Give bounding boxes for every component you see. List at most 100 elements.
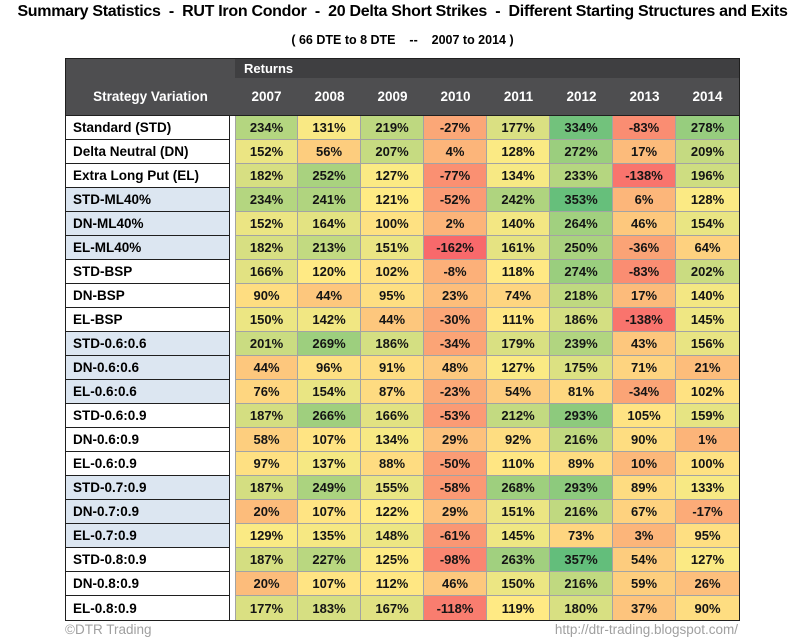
value-cell: 20% xyxy=(235,500,298,524)
value-cell: 293% xyxy=(550,404,613,428)
value-cell: 64% xyxy=(676,236,739,260)
value-cell: 145% xyxy=(676,308,739,332)
value-cell: -34% xyxy=(424,332,487,356)
value-cell: 266% xyxy=(298,404,361,428)
value-cell: 88% xyxy=(361,452,424,476)
value-cell: 177% xyxy=(487,116,550,140)
value-cell: 102% xyxy=(676,380,739,404)
value-cell: 107% xyxy=(298,428,361,452)
value-cell: 187% xyxy=(235,548,298,572)
column-gap xyxy=(230,572,235,596)
value-cell: 100% xyxy=(361,212,424,236)
value-cell: 110% xyxy=(487,452,550,476)
strategy-label: DN-0.7:0.9 xyxy=(66,500,230,524)
value-cell: 90% xyxy=(676,596,739,620)
year-header-2007: 2007 xyxy=(235,78,298,116)
value-cell: 37% xyxy=(613,596,676,620)
value-cell: 46% xyxy=(424,572,487,596)
strategy-label: STD-BSP xyxy=(66,260,230,284)
column-gap xyxy=(230,116,235,140)
value-cell: 29% xyxy=(424,428,487,452)
value-cell: 164% xyxy=(298,212,361,236)
value-cell: -138% xyxy=(613,164,676,188)
value-cell: 91% xyxy=(361,356,424,380)
value-cell: 23% xyxy=(424,284,487,308)
value-cell: 166% xyxy=(361,404,424,428)
value-cell: 263% xyxy=(487,548,550,572)
value-cell: 134% xyxy=(487,164,550,188)
strategy-variation-header: Strategy Variation xyxy=(66,78,235,116)
value-cell: 233% xyxy=(550,164,613,188)
value-cell: 167% xyxy=(361,596,424,620)
value-cell: 135% xyxy=(298,524,361,548)
value-cell: 239% xyxy=(550,332,613,356)
value-cell: -27% xyxy=(424,116,487,140)
value-cell: 44% xyxy=(235,356,298,380)
value-cell: 219% xyxy=(361,116,424,140)
value-cell: 127% xyxy=(487,356,550,380)
value-cell: 234% xyxy=(235,116,298,140)
strategy-label: EL-0.7:0.9 xyxy=(66,524,230,548)
value-cell: 74% xyxy=(487,284,550,308)
value-cell: 10% xyxy=(613,452,676,476)
value-cell: 142% xyxy=(298,308,361,332)
value-cell: 216% xyxy=(550,428,613,452)
column-gap xyxy=(230,212,235,236)
strategy-label: DN-0.6:0.9 xyxy=(66,428,230,452)
value-cell: -77% xyxy=(424,164,487,188)
value-cell: 182% xyxy=(235,236,298,260)
value-cell: 20% xyxy=(235,572,298,596)
value-cell: 249% xyxy=(298,476,361,500)
year-header-2009: 2009 xyxy=(361,78,424,116)
strategy-label: DN-ML40% xyxy=(66,212,230,236)
value-cell: 250% xyxy=(550,236,613,260)
value-cell: 26% xyxy=(676,572,739,596)
value-cell: 134% xyxy=(361,428,424,452)
value-cell: 177% xyxy=(235,596,298,620)
value-cell: 6% xyxy=(613,188,676,212)
value-cell: 56% xyxy=(298,140,361,164)
value-cell: 107% xyxy=(298,572,361,596)
value-cell: 111% xyxy=(487,308,550,332)
value-cell: 151% xyxy=(361,236,424,260)
value-cell: 148% xyxy=(361,524,424,548)
value-cell: -162% xyxy=(424,236,487,260)
value-cell: 129% xyxy=(235,524,298,548)
value-cell: 175% xyxy=(550,356,613,380)
value-cell: 274% xyxy=(550,260,613,284)
column-gap xyxy=(230,260,235,284)
strategy-label: EL-0.6:0.9 xyxy=(66,452,230,476)
value-cell: 89% xyxy=(613,476,676,500)
year-header-2010: 2010 xyxy=(424,78,487,116)
page-title: Summary Statistics - RUT Iron Condor - 2… xyxy=(17,3,788,20)
value-cell: 100% xyxy=(676,452,739,476)
strategy-label: EL-ML40% xyxy=(66,236,230,260)
value-cell: -58% xyxy=(424,476,487,500)
value-cell: 128% xyxy=(676,188,739,212)
value-cell: -50% xyxy=(424,452,487,476)
value-cell: 353% xyxy=(550,188,613,212)
strategy-label: Extra Long Put (EL) xyxy=(66,164,230,188)
strategy-label: STD-0.6:0.6 xyxy=(66,332,230,356)
value-cell: 252% xyxy=(298,164,361,188)
value-cell: 95% xyxy=(361,284,424,308)
value-cell: -138% xyxy=(613,308,676,332)
strategy-label: STD-0.6:0.9 xyxy=(66,404,230,428)
value-cell: 154% xyxy=(298,380,361,404)
value-cell: 269% xyxy=(298,332,361,356)
column-gap xyxy=(230,356,235,380)
value-cell: 128% xyxy=(487,140,550,164)
strategy-label: DN-BSP xyxy=(66,284,230,308)
column-gap xyxy=(230,188,235,212)
value-cell: 213% xyxy=(298,236,361,260)
value-cell: 152% xyxy=(235,212,298,236)
value-cell: 241% xyxy=(298,188,361,212)
value-cell: 118% xyxy=(487,260,550,284)
value-cell: 357% xyxy=(550,548,613,572)
value-cell: 120% xyxy=(298,260,361,284)
value-cell: 121% xyxy=(361,188,424,212)
summary-statistics-table: Returns Strategy Variation 2007 2008 2009 201… xyxy=(65,58,740,621)
footer-credit: ©DTR Trading xyxy=(65,622,152,637)
value-cell: 59% xyxy=(613,572,676,596)
value-cell: 44% xyxy=(298,284,361,308)
